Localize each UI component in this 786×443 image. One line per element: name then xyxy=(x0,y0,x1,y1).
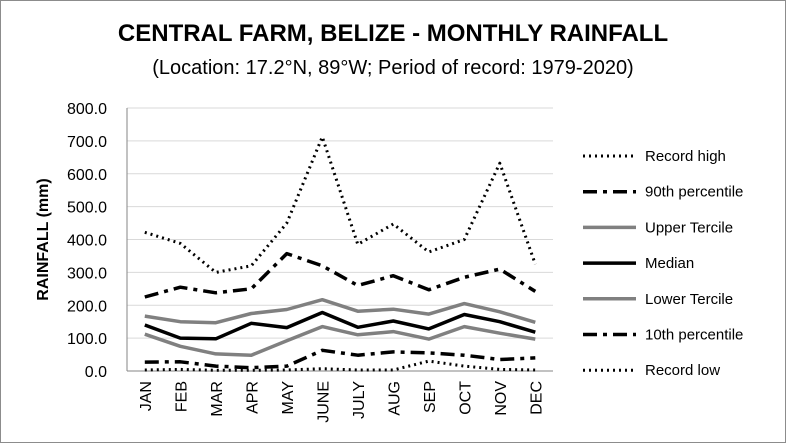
x-tick-label: NOV xyxy=(493,381,510,416)
series-line-upper-tercile xyxy=(144,297,536,325)
x-tick-label: FEB xyxy=(173,381,190,412)
x-tick-label: JUNE xyxy=(315,381,332,423)
legend-label: Median xyxy=(645,255,694,272)
y-axis-label: RAINFALL (mm) xyxy=(35,178,52,300)
x-tick-label: SEP xyxy=(422,381,439,413)
x-tick-label: OCT xyxy=(457,381,474,415)
x-tick-label: MAR xyxy=(209,381,226,417)
series-line-record-low xyxy=(144,359,536,372)
legend-label: 10th percentile xyxy=(645,327,743,344)
x-tick-label: MAY xyxy=(280,381,297,415)
y-tick-label: 400.0 xyxy=(67,233,107,250)
series-line-90th-percentile xyxy=(144,251,537,299)
y-tick-label: 500.0 xyxy=(67,200,107,217)
y-tick-label: 800.0 xyxy=(67,101,107,118)
x-tick-label: AUG xyxy=(386,381,403,416)
legend-label: Lower Tercile xyxy=(645,291,733,308)
chart-title: CENTRAL FARM, BELIZE - MONTHLY RAINFALL xyxy=(117,20,669,47)
x-tick-label: DEC xyxy=(528,381,545,415)
series-line-record-high xyxy=(144,135,537,274)
series-line-median xyxy=(144,310,536,341)
legend-label: 90th percentile xyxy=(645,184,743,201)
series-line-10th-percentile xyxy=(144,348,536,370)
y-tick-label: 300.0 xyxy=(67,265,107,282)
x-tick-label: JULY xyxy=(351,381,368,419)
y-tick-label: 100.0 xyxy=(67,331,107,348)
legend-label: Record low xyxy=(645,362,720,379)
series-line-lower-tercile xyxy=(144,324,536,357)
legend-label: Record high xyxy=(645,148,726,165)
legend-label: Upper Tercile xyxy=(645,219,733,236)
x-tick-label: APR xyxy=(244,381,261,414)
x-tick-label: JAN xyxy=(138,381,155,411)
y-tick-label: 700.0 xyxy=(67,134,107,151)
y-tick-label: 600.0 xyxy=(67,167,107,184)
y-tick-label: 0.0 xyxy=(85,364,107,381)
y-tick-label: 200.0 xyxy=(67,298,107,315)
chart-subtitle: (Location: 17.2°N, 89°W; Period of recor… xyxy=(152,57,634,79)
